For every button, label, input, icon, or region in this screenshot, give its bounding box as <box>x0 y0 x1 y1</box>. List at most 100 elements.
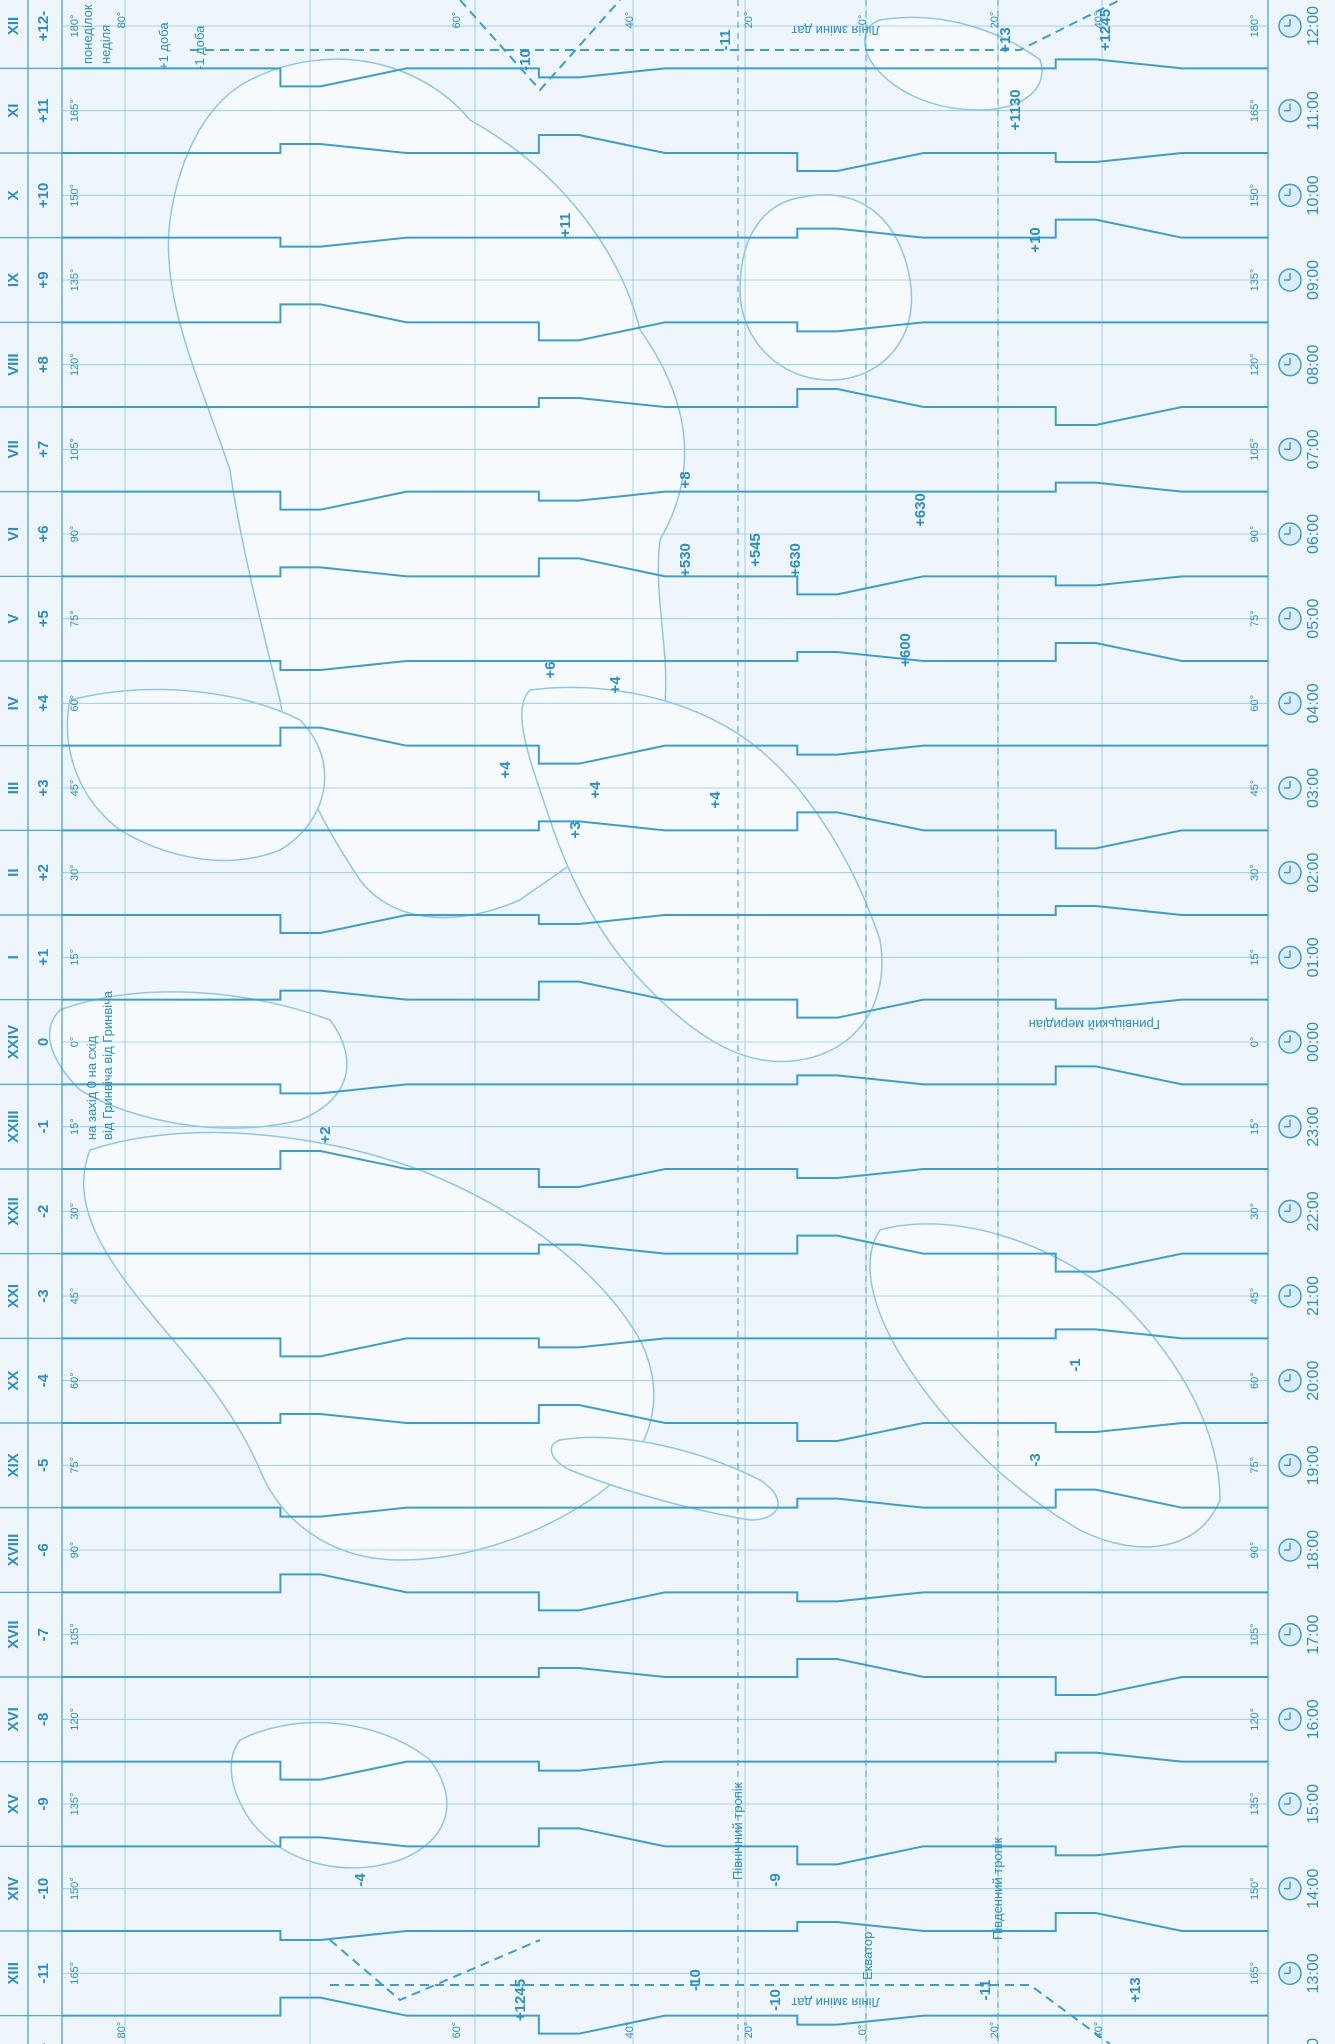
zone-meridian-right: 90° <box>1249 1542 1261 1559</box>
zone-grid <box>0 0 1269 2044</box>
latitude-label-bottom: 60° <box>451 2022 463 2039</box>
zone-time: 02:00 <box>1305 853 1322 893</box>
latitude-label-top: 80° <box>116 12 128 29</box>
map-zone-number: +4 <box>497 761 514 779</box>
dateline-top <box>190 0 1121 51</box>
zone-time: 13:00 <box>1305 1953 1322 1993</box>
zone-meridian: 120° <box>69 353 81 376</box>
zone-boundary <box>62 1658 1268 1696</box>
map-zone-number: +1245 <box>512 1979 529 2021</box>
zone-boundary <box>62 388 1268 426</box>
zone-time: 22:00 <box>1305 1191 1322 1231</box>
roman-numeral-row: XIIXIXIXVIIIVIIVIVIVIIIIIIXXIVXXIIIXXIIX… <box>5 17 22 1985</box>
tropic-south-label: Південний тропік <box>990 1837 1005 1940</box>
latitude-label-bottom: 20° <box>989 2022 1001 2039</box>
land-australia <box>739 194 913 381</box>
zone-meridian-right: 30° <box>1249 864 1261 881</box>
date-line-bottom-label: Лінія зміни дат <box>791 1995 880 2010</box>
zone-meridian: 120° <box>69 1708 81 1731</box>
zone-roman-numeral: VI <box>5 527 22 541</box>
map-zone-number: +11 <box>557 213 574 238</box>
zone-time: 12:00 <box>1305 6 1322 46</box>
clock-icon <box>1278 14 1302 38</box>
dateline-sunday-note: неділя <box>98 25 113 64</box>
clock-icon <box>1278 1453 1302 1478</box>
clock-icon <box>1278 776 1302 800</box>
zone-boundary <box>62 811 1268 850</box>
zone-meridian: 90° <box>69 1542 81 1559</box>
clock-icon <box>1278 1538 1302 1562</box>
zone-boundaries <box>62 58 1268 2035</box>
zone-meridian-right: 45° <box>1249 1288 1261 1305</box>
map-zone-number: +545 <box>747 533 764 567</box>
zone-time: 20:00 <box>1305 1361 1322 1401</box>
zone-time: 03:00 <box>1305 768 1322 808</box>
latitude-label-top: 40° <box>624 12 636 29</box>
zone-roman-numeral: XI <box>5 104 22 118</box>
zone-boundary <box>62 642 1268 671</box>
zone-boundary <box>62 303 1268 342</box>
zone-boundary <box>62 1751 1268 1781</box>
zone-meridian-right: 30° <box>1249 1203 1261 1220</box>
zone-boundary <box>62 218 1268 248</box>
zone-meridian-right: 0° <box>1249 1037 1261 1048</box>
latitude-label-bottom: 0° <box>857 2025 869 2036</box>
map-zone-number: +4 <box>587 781 604 799</box>
zone-meridian-right: 60° <box>1249 1372 1261 1389</box>
zone-boundary <box>62 905 1268 934</box>
zone-roman-numeral: XIX <box>5 1453 22 1477</box>
zone-meridian: 135° <box>69 269 81 292</box>
map-zone-number: +4 <box>707 791 724 809</box>
map-zone-number: -1 <box>1067 1358 1084 1371</box>
zone-offset: -1 <box>35 1120 52 1133</box>
zone-meridian-right: 135° <box>1249 269 1261 292</box>
zone-time: 15:00 <box>1305 1784 1322 1824</box>
zone-offset: +9 <box>35 271 52 288</box>
latitude-label-bottom: 20° <box>743 2022 755 2039</box>
zone-offset: +8 <box>35 356 52 373</box>
zone-boundary <box>62 1912 1268 1941</box>
zone-time: 18:00 <box>1305 1530 1322 1570</box>
clock-icon <box>1278 98 1302 123</box>
zone-meridian: 105° <box>69 438 81 461</box>
zone-time: 16:00 <box>1305 1699 1322 1739</box>
map-zone-number: -11 <box>977 1980 994 2001</box>
zone-time: 06:00 <box>1305 514 1322 554</box>
zone-offset: -10 <box>35 1878 52 1900</box>
zone-roman-numeral: VII <box>5 440 22 458</box>
map-zone-number: -10 <box>767 1989 784 2011</box>
zone-time: 00:00 <box>1305 1022 1322 1062</box>
zone-meridian: 30° <box>69 864 81 881</box>
zone-meridian: 75° <box>69 1457 81 1474</box>
clock-icon <box>1278 1961 1302 1986</box>
zone-boundary <box>62 726 1268 765</box>
zone-offset-annotations: -10 -11 +13 +1245 +11 +1130 +10 +8 +630 +545 +530 +… <box>317 9 1144 2021</box>
plus-day-note: +1 доба <box>156 22 171 70</box>
zone-boundary <box>62 1827 1268 1866</box>
zone-offset: +5 <box>35 610 52 627</box>
zone-boundary <box>62 1573 1268 1612</box>
zone-meridian: 135° <box>69 1793 81 1816</box>
zone-meridian: 15° <box>69 949 81 966</box>
zone-roman-numeral: XXI <box>5 1284 22 1308</box>
zone-meridian: 150° <box>69 184 81 207</box>
latitude-labels: 80°80°60°60°40°40°20°20°0°0°20°20°40°40° <box>116 12 1105 2039</box>
zone-meridian: 60° <box>69 695 81 712</box>
map-zone-number: +630 <box>787 543 804 577</box>
zone-roman-numeral: XVII <box>5 1620 22 1648</box>
zone-meridian: 180° <box>69 15 81 38</box>
zone-meridian-right: 150° <box>1249 1877 1261 1900</box>
land-alaska <box>230 1721 448 1869</box>
zone-meridian-right: 75° <box>1249 610 1261 627</box>
map-zone-number: -10 <box>517 49 534 71</box>
zone-meridian: 15° <box>69 1118 81 1135</box>
map-zone-number: +530 <box>677 543 694 577</box>
land-africa <box>520 686 883 1063</box>
zone-roman-numeral: II <box>5 868 22 876</box>
zone-boundary <box>62 1234 1268 1273</box>
clock-icon <box>1278 1707 1302 1732</box>
zone-offset: -11 <box>35 1963 52 1984</box>
clock-icon <box>1278 183 1302 208</box>
map-zone-number: +10 <box>1027 227 1044 252</box>
